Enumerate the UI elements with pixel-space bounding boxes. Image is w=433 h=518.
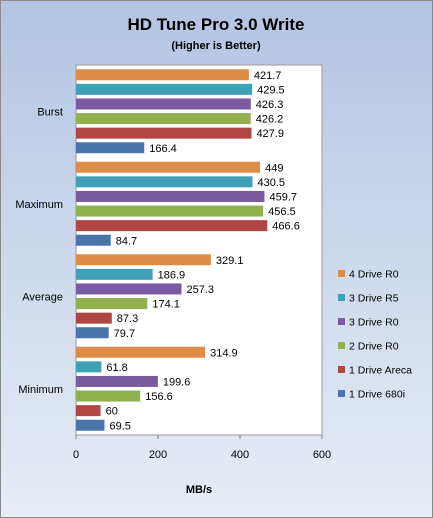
value-label: 199.6 xyxy=(163,376,191,388)
value-label: 186.9 xyxy=(158,269,186,281)
legend-swatch-4-drive-r0 xyxy=(338,270,345,277)
value-label: 87.3 xyxy=(117,313,138,325)
value-label: 329.1 xyxy=(216,255,244,267)
chart-title: HD Tune Pro 3.0 Write xyxy=(128,15,305,34)
bar-minimum-4-drive-r0 xyxy=(76,346,206,358)
category-label-minimum: Minimum xyxy=(18,384,63,396)
bar-maximum-2-drive-r0 xyxy=(76,205,264,217)
category-label-burst: Burst xyxy=(37,106,63,118)
legend-label-3-drive-r0: 3 Drive R0 xyxy=(349,317,399,329)
bar-burst-1-drive-areca xyxy=(76,127,252,139)
bar-burst-1-drive-680i xyxy=(76,142,145,154)
bar-maximum-1-drive-areca xyxy=(76,220,268,232)
bar-minimum-3-drive-r5 xyxy=(76,361,102,373)
bar-burst-2-drive-r0 xyxy=(76,113,251,125)
bar-average-2-drive-r0 xyxy=(76,298,148,310)
bar-minimum-3-drive-r0 xyxy=(76,375,158,387)
value-label: 459.7 xyxy=(269,191,297,203)
x-axis-ticks-layer: 0 200 400 600 xyxy=(73,435,331,461)
bar-maximum-3-drive-r5 xyxy=(76,176,253,188)
bar-burst-3-drive-r5 xyxy=(76,83,253,95)
category-label-maximum: Maximum xyxy=(15,199,63,211)
value-label: 426.3 xyxy=(256,99,284,111)
legend-swatch-1-drive-680i xyxy=(338,390,345,397)
category-labels-layer: Burst Maximum Average Minimum xyxy=(15,106,63,396)
value-label: 257.3 xyxy=(186,284,214,296)
x-tick-label: 200 xyxy=(149,449,167,461)
legend-swatch-2-drive-r0 xyxy=(338,342,345,349)
value-label: 466.6 xyxy=(272,221,300,233)
category-label-average: Average xyxy=(22,291,63,303)
legend-label-2-drive-r0: 2 Drive R0 xyxy=(349,341,399,353)
bars-layer xyxy=(76,69,268,431)
value-label: 456.5 xyxy=(268,206,296,218)
x-axis-title: MB/s xyxy=(186,484,212,496)
bar-maximum-4-drive-r0 xyxy=(76,161,261,173)
legend-swatch-3-drive-r5 xyxy=(338,294,345,301)
value-label: 60 xyxy=(106,406,118,418)
value-label: 79.7 xyxy=(114,328,135,340)
value-label: 84.7 xyxy=(116,235,137,247)
value-label: 69.5 xyxy=(109,420,130,432)
value-label: 174.1 xyxy=(152,299,180,311)
bar-maximum-3-drive-r0 xyxy=(76,190,265,202)
legend-label-1-drive-areca: 1 Drive Areca xyxy=(349,365,412,377)
plot-area xyxy=(75,64,323,436)
x-tick-label: 600 xyxy=(313,449,331,461)
bar-minimum-1-drive-680i xyxy=(76,419,105,431)
bar-minimum-1-drive-areca xyxy=(76,405,101,417)
value-label: 314.9 xyxy=(210,347,238,359)
legend-swatch-3-drive-r0 xyxy=(338,318,345,325)
x-tick-label: 0 xyxy=(73,449,79,461)
value-label: 426.2 xyxy=(256,114,284,126)
value-label: 430.5 xyxy=(258,177,286,189)
legend-label-1-drive-680i: 1 Drive 680i xyxy=(349,389,405,401)
legend-label-4-drive-r0: 4 Drive R0 xyxy=(349,269,399,281)
bar-average-3-drive-r5 xyxy=(76,268,153,280)
bar-minimum-2-drive-r0 xyxy=(76,390,141,402)
chart-subtitle: (Higher is Better) xyxy=(171,40,261,52)
legend-label-3-drive-r5: 3 Drive R5 xyxy=(349,293,399,305)
bar-burst-4-drive-r0 xyxy=(76,69,249,81)
value-labels-layer: 421.7 429.5 426.3 426.2 427.9 166.4 449 430.5 45… xyxy=(106,70,300,433)
bar-maximum-1-drive-680i xyxy=(76,234,111,246)
legend: 4 Drive R0 3 Drive R5 3 Drive R0 2 Drive R0… xyxy=(338,269,412,401)
value-label: 429.5 xyxy=(257,84,285,96)
value-label: 156.6 xyxy=(145,391,173,403)
value-label: 166.4 xyxy=(149,143,177,155)
value-label: 421.7 xyxy=(254,70,282,82)
x-tick-label: 400 xyxy=(231,449,249,461)
value-label: 427.9 xyxy=(256,128,284,140)
bar-average-1-drive-680i xyxy=(76,327,109,339)
legend-swatch-1-drive-areca xyxy=(338,366,345,373)
bar-average-3-drive-r0 xyxy=(76,283,182,295)
bar-average-1-drive-areca xyxy=(76,312,112,324)
value-label: 449 xyxy=(265,162,283,174)
bar-average-4-drive-r0 xyxy=(76,254,211,266)
value-label: 61.8 xyxy=(106,362,127,374)
bar-burst-3-drive-r0 xyxy=(76,98,251,110)
